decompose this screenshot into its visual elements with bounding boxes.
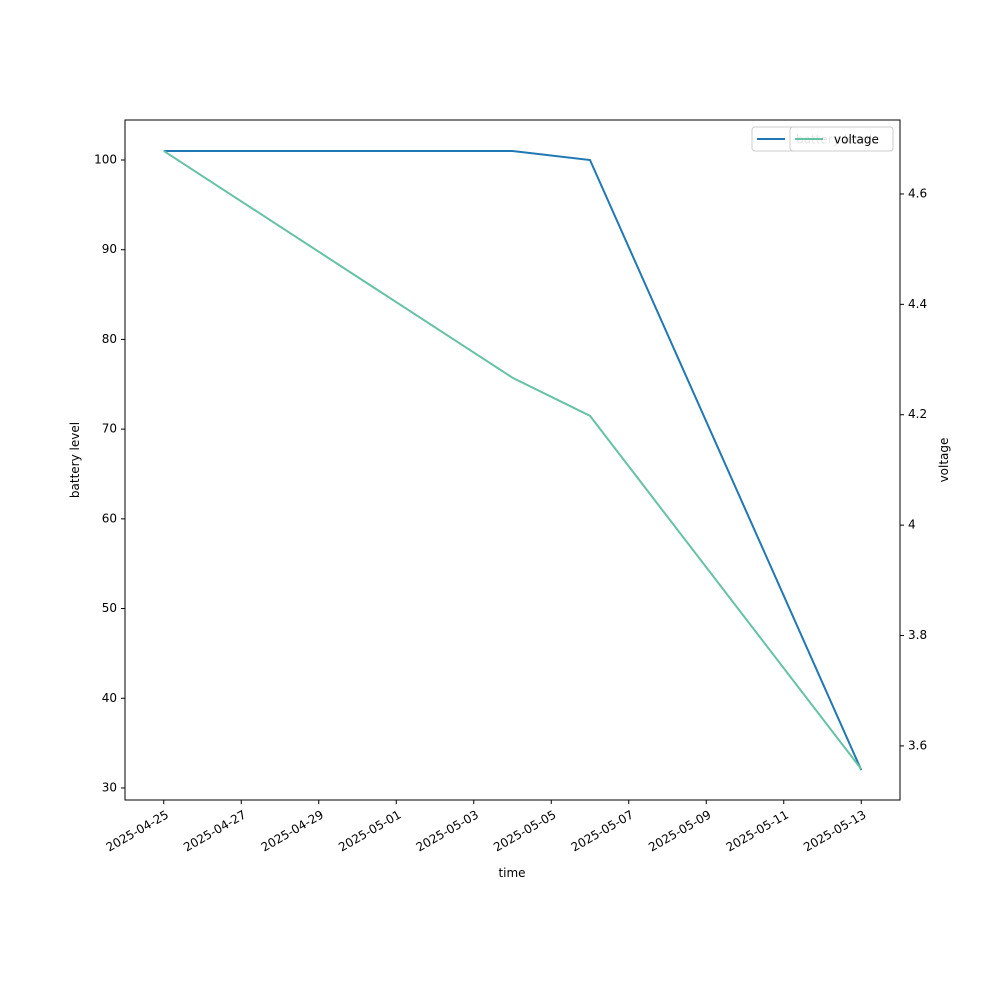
- x-tick-label: 2025-05-05: [491, 808, 558, 855]
- y-tick-label: 60: [102, 511, 117, 525]
- y2-tick-label: 4.4: [908, 297, 927, 311]
- y2-tick-label: 3.8: [908, 628, 927, 642]
- y-tick-label: 30: [102, 780, 117, 794]
- legend-box: [789, 126, 894, 152]
- y-tick-label: 70: [102, 422, 117, 436]
- y-tick-label: 80: [102, 332, 117, 346]
- x-tick-label: 2025-05-07: [569, 808, 636, 855]
- y-tick-label: 90: [102, 242, 117, 256]
- x-tick-label: 2025-05-03: [414, 808, 481, 855]
- legend-label: voltage: [834, 133, 879, 147]
- x-axis-label: time: [498, 866, 525, 880]
- x-tick-label: 2025-04-27: [181, 808, 248, 855]
- y-tick-label: 50: [102, 601, 117, 615]
- y-tick-label: 40: [102, 691, 117, 705]
- y2-tick-label: 3.6: [908, 738, 927, 752]
- x-tick-label: 2025-05-09: [646, 808, 713, 855]
- y-tick-label: 100: [94, 153, 117, 167]
- series-line: [163, 150, 863, 770]
- x-tick-label: 2025-05-11: [724, 808, 791, 855]
- y-axis-label: battery level: [68, 422, 82, 498]
- y2-tick-label: 4.2: [908, 407, 927, 421]
- x-tick-label: 2025-04-25: [104, 808, 171, 855]
- series-line: [163, 150, 863, 771]
- y2-tick-label: 4: [908, 518, 916, 532]
- y2-axis-label: voltage: [937, 438, 951, 483]
- x-tick-label: 2025-04-29: [259, 808, 326, 855]
- plot-frame: [124, 119, 901, 801]
- y2-tick-label: 4.6: [908, 186, 927, 200]
- x-tick-label: 2025-05-13: [801, 808, 868, 855]
- x-tick-label: 2025-05-01: [336, 808, 403, 855]
